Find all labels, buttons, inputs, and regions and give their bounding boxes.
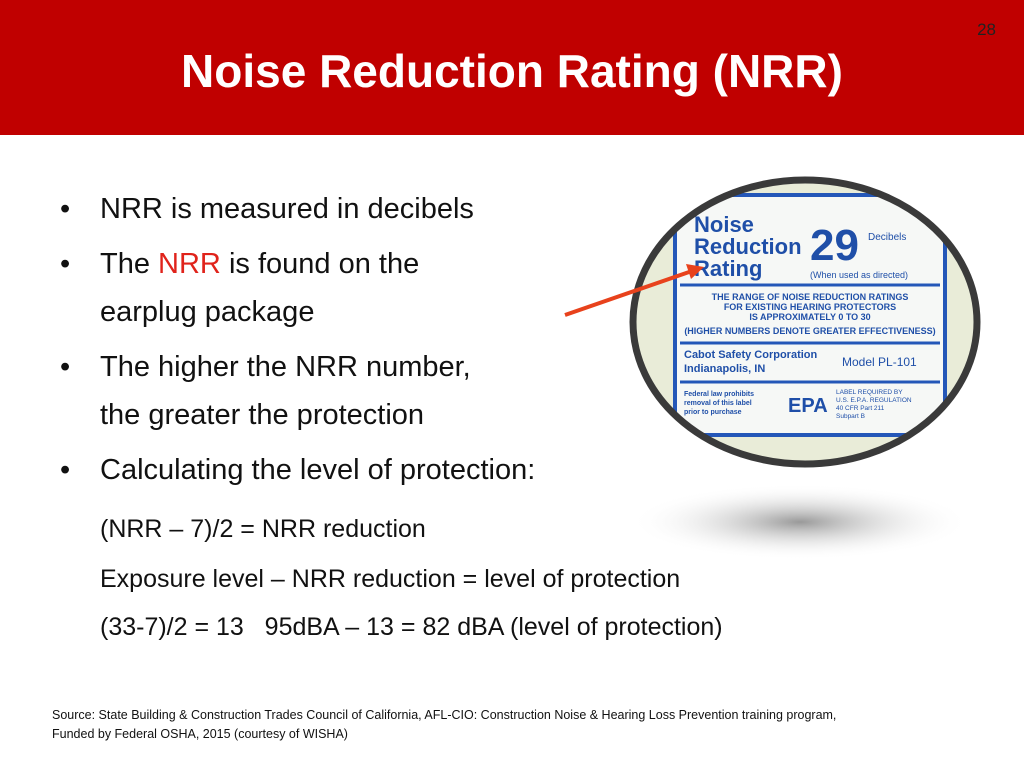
shadow (630, 484, 970, 560)
formula: (33-7)/2 = 13 95dBA – 13 = 82 dBA (level… (100, 613, 723, 641)
bullet-continuation: the greater the protection (100, 399, 425, 431)
label-epa: EPA (788, 395, 828, 417)
label-unit: Decibels (868, 232, 906, 243)
label-range: THE RANGE OF NOISE REDUCTION RATINGS (712, 292, 909, 302)
page-number: 28 (977, 20, 996, 39)
arrow-head (686, 264, 704, 279)
label-range: (HIGHER NUMBERS DENOTE GREATER EFFECTIVE… (684, 326, 935, 336)
formula: (NRR – 7)/2 = NRR reduction (100, 515, 426, 543)
label-company: Indianapolis, IN (684, 363, 765, 375)
label-federal: prior to purchase (684, 409, 742, 416)
bullet: NRR is measured in decibels (100, 193, 474, 225)
slide-title: Noise Reduction Rating (NRR) (181, 45, 843, 97)
label-regulation: 40 CFR Part 211 (836, 405, 885, 412)
highlight: NRR (158, 248, 221, 280)
text: is found on the (228, 248, 420, 280)
label-model: Model PL-101 (842, 355, 917, 369)
image-frame (629, 176, 981, 468)
bullet-continuation: earplug package (100, 296, 315, 328)
label-range: FOR EXISTING HEARING PROTECTORS (724, 302, 896, 312)
label-regulation: Subpart B (836, 413, 865, 420)
bullet: The higher the NRR number, (100, 351, 471, 383)
label-regulation: LABEL REQUIRED BY (836, 389, 903, 396)
bullet-dot: • (60, 351, 71, 383)
bullet-dot: • (60, 454, 71, 486)
label-federal: Federal law prohibits (684, 391, 754, 398)
label-heading: Reduction (694, 234, 802, 259)
source: Source: State Building & Construction Tr… (52, 708, 837, 722)
formula: Exposure level – NRR reduction = level o… (100, 565, 681, 593)
source: Funded by Federal OSHA, 2015 (courtesy o… (52, 727, 348, 741)
label-photo: Noise Reduction Rating 29 Decibels (When… (633, 180, 977, 464)
bullet: The NRR is found on the (100, 248, 419, 281)
label-rating: 29 (810, 221, 859, 270)
text: The (100, 248, 150, 280)
label-federal: removal of this label (684, 400, 752, 407)
header-bar (0, 0, 1024, 135)
label-note: (When used as directed) (810, 270, 908, 280)
bullet: Calculating the level of protection: (100, 454, 536, 486)
bullet-dot: • (60, 248, 71, 280)
label-heading: Noise (694, 212, 754, 237)
label-company: Cabot Safety Corporation (684, 349, 818, 361)
label-range: IS APPROXIMATELY 0 TO 30 (749, 312, 870, 322)
arrow (564, 269, 693, 317)
label-regulation: U.S. E.P.A. REGULATION (836, 397, 912, 404)
bullet-dot: • (60, 193, 71, 225)
label-heading: Rating (694, 256, 762, 281)
